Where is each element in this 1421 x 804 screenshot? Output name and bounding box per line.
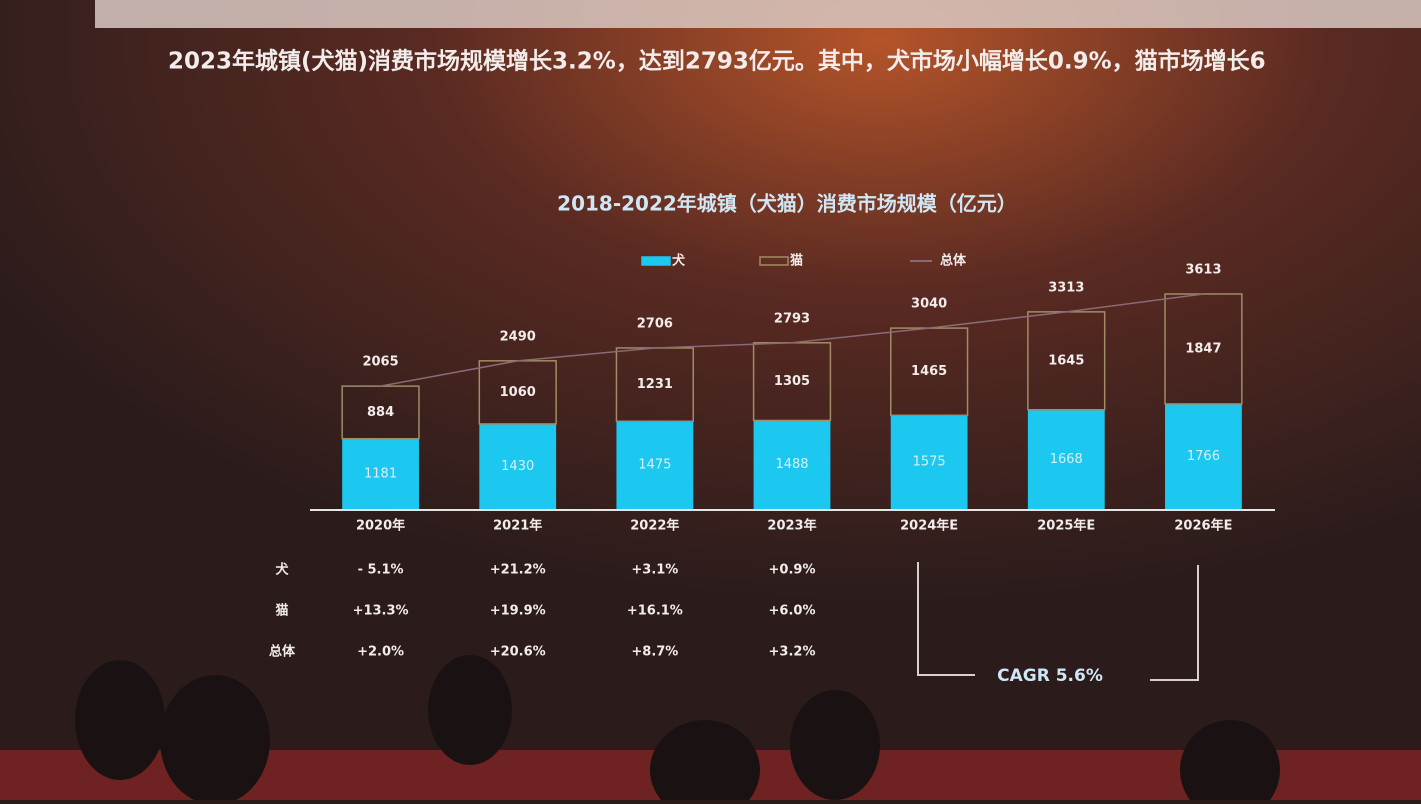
legend-swatch [641, 256, 671, 266]
title-band [95, 0, 1421, 28]
x-tick-label: 2023年 [767, 518, 816, 534]
growth-value: +20.6% [490, 645, 546, 660]
x-tick-label: 2021年 [493, 518, 542, 534]
legend-label: 总体 [940, 253, 967, 269]
legend-label: 犬 [672, 253, 686, 269]
data-label: 1231 [637, 377, 673, 392]
growth-value: +21.2% [490, 563, 546, 578]
data-label: 1488 [775, 457, 808, 472]
growth-value: +3.1% [631, 563, 678, 578]
bar-segment [616, 421, 694, 509]
growth-value: +19.9% [490, 604, 546, 619]
chart-title: 2018-2022年城镇（犬猫）消费市场规模（亿元） [557, 192, 1017, 216]
total-label: 2706 [637, 316, 673, 331]
x-tick-label: 2025年E [1037, 518, 1095, 534]
data-label: 1181 [364, 466, 397, 481]
legend-swatch [759, 256, 789, 266]
total-line [380, 293, 1204, 387]
bar-segment [341, 385, 420, 440]
legend-label: 猫 [790, 253, 803, 269]
total-label: 2065 [362, 355, 398, 370]
row-label: 总体 [269, 644, 296, 660]
total-label: 3613 [1185, 263, 1221, 278]
total-label: 2793 [774, 311, 810, 326]
data-label: 1766 [1187, 449, 1220, 464]
growth-value: +13.3% [353, 604, 409, 619]
data-label: 884 [367, 405, 394, 420]
data-label: 1305 [774, 374, 810, 389]
bar-segment [342, 438, 419, 509]
data-label: 1575 [913, 455, 946, 470]
x-tick-label: 2022年 [630, 518, 679, 534]
x-tick-label: 2026年E [1174, 518, 1232, 534]
growth-value: +0.9% [769, 563, 816, 578]
growth-value: +3.2% [769, 645, 816, 660]
bar-segment [479, 423, 557, 509]
growth-value: - 5.1% [358, 563, 404, 578]
data-label: 1668 [1050, 452, 1083, 467]
row-label: 犬 [275, 562, 289, 578]
bar-segment [1027, 409, 1105, 509]
total-label: 3313 [1048, 280, 1084, 295]
x-tick-label: 2020年 [356, 518, 405, 534]
data-label: 1475 [638, 458, 671, 473]
growth-value: +8.7% [631, 645, 678, 660]
total-label: 2490 [500, 329, 536, 344]
bar-segment [753, 420, 831, 509]
cagr-label: CAGR 5.6% [997, 666, 1103, 686]
subtitle: 2023年城镇(犬猫)消费市场规模增长3.2%，达到2793亿元。其中，犬市场小… [168, 48, 1266, 75]
data-label: 1060 [500, 385, 536, 400]
data-label: 1645 [1048, 353, 1084, 368]
bar-segment [1165, 403, 1242, 509]
growth-value: +16.1% [627, 604, 683, 619]
growth-value: +2.0% [357, 645, 404, 660]
cagr-bracket-left [917, 562, 975, 676]
data-label: 1465 [911, 364, 947, 379]
x-tick-label: 2024年E [900, 518, 958, 534]
row-label: 猫 [275, 603, 288, 619]
total-label: 3040 [911, 297, 947, 312]
bar-segment [890, 415, 968, 509]
cagr-bracket-right [1150, 565, 1199, 681]
growth-value: +6.0% [769, 604, 816, 619]
audience [75, 655, 1280, 804]
data-label: 1430 [501, 459, 534, 474]
data-label: 1847 [1185, 341, 1221, 356]
